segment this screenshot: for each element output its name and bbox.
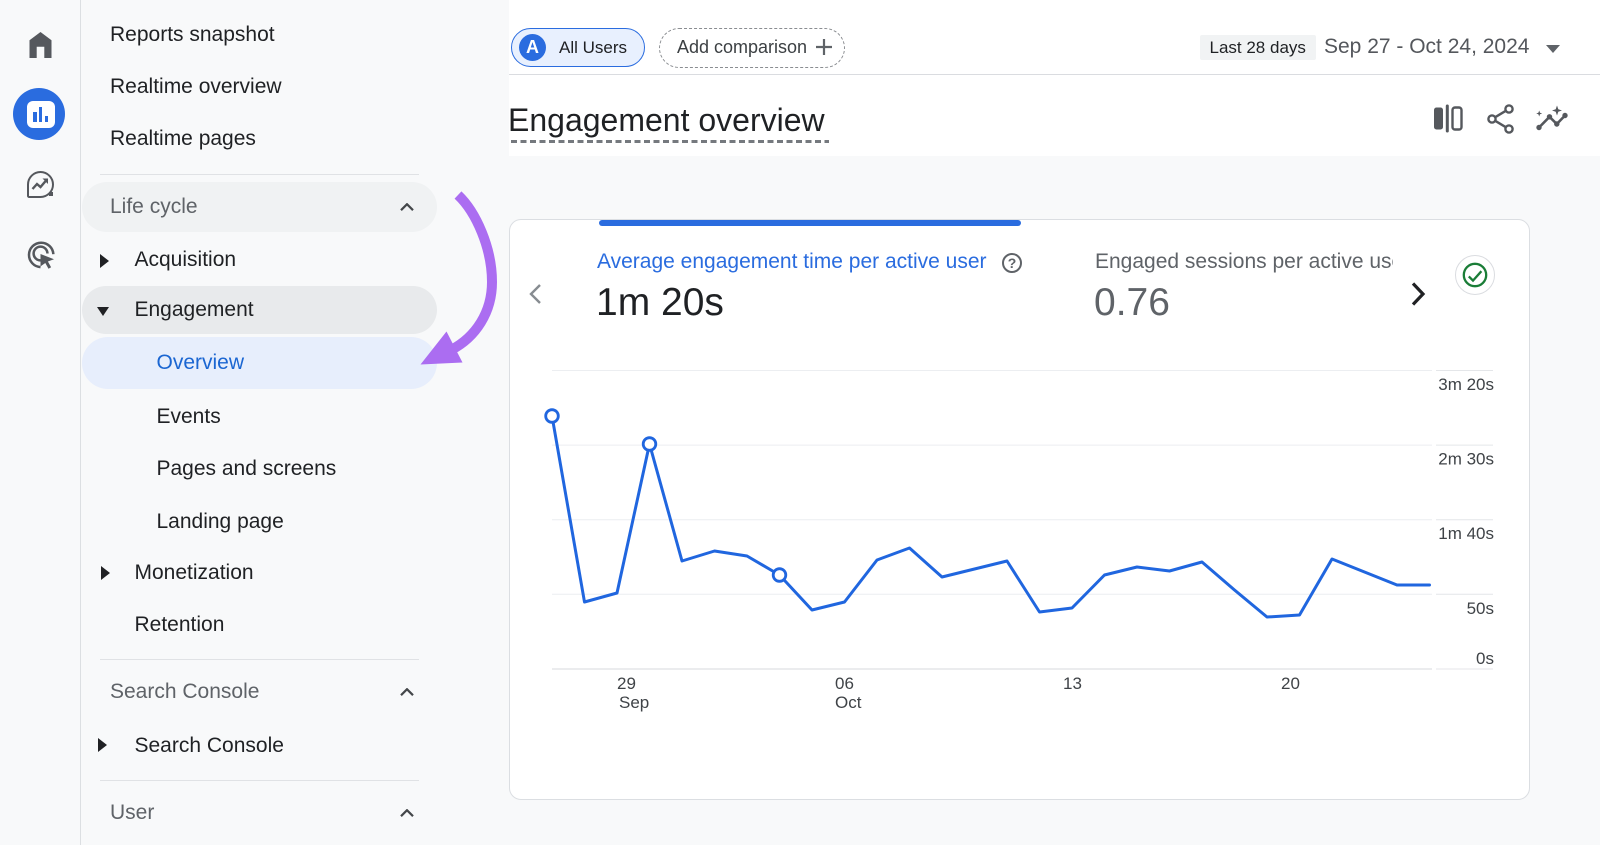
svg-text:0s: 0s [1476, 649, 1494, 668]
svg-text:13: 13 [1063, 674, 1082, 693]
svg-text:06: 06 [835, 674, 854, 693]
svg-text:Oct: Oct [835, 693, 862, 712]
svg-text:20: 20 [1281, 674, 1300, 693]
svg-text:50s: 50s [1467, 599, 1494, 618]
svg-text:29: 29 [617, 674, 636, 693]
svg-text:1m 40s: 1m 40s [1438, 524, 1494, 543]
svg-text:3m 20s: 3m 20s [1438, 375, 1494, 394]
svg-text:Sep: Sep [619, 693, 649, 712]
svg-text:2m 30s: 2m 30s [1438, 450, 1494, 469]
